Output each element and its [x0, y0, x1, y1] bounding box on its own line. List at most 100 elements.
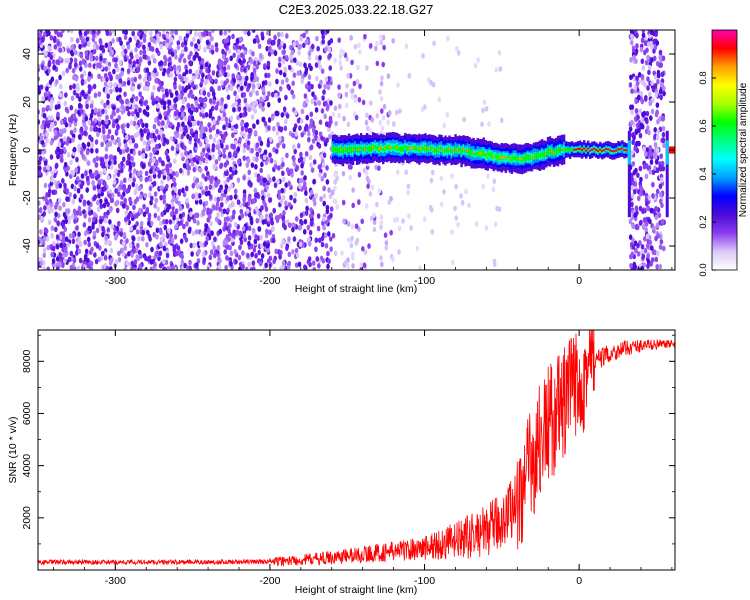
heatmap-cell: [261, 195, 265, 201]
heatmap-cell: [291, 222, 295, 228]
heatmap-cell: [165, 233, 170, 239]
heatmap-cell: [101, 108, 105, 115]
heatmap-cell: [104, 235, 108, 242]
heatmap-cell: [309, 144, 314, 150]
heatmap-cell: [162, 218, 166, 225]
heatmap-cell: [215, 46, 219, 53]
heatmap-cell: [225, 244, 229, 250]
heatmap-cell: [266, 39, 271, 45]
heatmap-cell: [272, 207, 277, 214]
heatmap-cell: [74, 167, 78, 173]
heatmap-cell: [165, 163, 170, 170]
heatmap-cell: [234, 259, 238, 265]
heatmap-cell: [85, 36, 90, 43]
heatmap-cell: [649, 245, 654, 251]
heatmap-cell: [251, 260, 256, 266]
heatmap-cell: [136, 67, 140, 73]
heatmap-cell: [165, 183, 169, 190]
heatmap-cell: [85, 175, 90, 182]
heatmap-cell: [56, 220, 60, 226]
heatmap-cell: [491, 186, 496, 193]
heatmap-cell: [386, 73, 391, 79]
heatmap-cell: [279, 249, 283, 256]
heatmap-cell: [199, 241, 203, 247]
heatmap-cell: [204, 223, 209, 230]
heatmap-cell: [250, 251, 255, 258]
heatmap-cell: [446, 147, 449, 153]
heatmap-cell: [132, 177, 137, 183]
heatmap-cell: [217, 85, 221, 92]
heatmap-cell: [287, 260, 292, 267]
heatmap-cell: [217, 187, 222, 194]
heatmap-cell: [627, 130, 631, 218]
heatmap-cell: [345, 83, 349, 89]
heatmap-cell: [44, 50, 48, 57]
heatmap-cell: [72, 266, 77, 270]
heatmap-cell: [97, 121, 102, 127]
heatmap-cell: [235, 44, 239, 50]
heatmap-cell: [233, 194, 238, 200]
heatmap-cell: [139, 169, 143, 176]
heatmap-cell: [132, 267, 137, 270]
heatmap-cell: [236, 199, 241, 205]
heatmap-cell: [193, 142, 198, 148]
heatmap-cell: [82, 199, 87, 206]
heatmap-cell: [279, 126, 284, 132]
heatmap-cell: [317, 164, 322, 170]
heatmap-cell: [191, 121, 196, 127]
heatmap-cell: [83, 239, 87, 246]
heatmap-cell: [407, 72, 412, 79]
heatmap-cell: [492, 178, 497, 184]
heatmap-cell: [434, 147, 437, 153]
heatmap-cell: [327, 187, 331, 193]
heatmap-cell: [353, 44, 358, 50]
heatmap-cell: [644, 200, 649, 207]
heatmap-cell: [124, 98, 129, 105]
heatmap-cell: [338, 53, 343, 60]
heatmap-cell: [201, 113, 206, 119]
heatmap-cell: [211, 91, 216, 97]
heatmap-cell: [86, 160, 91, 167]
heatmap-cell: [296, 70, 301, 76]
heatmap-cell: [70, 183, 75, 190]
heatmap-cell: [351, 202, 355, 209]
heatmap-cell: [283, 125, 288, 132]
heatmap-cell: [203, 102, 207, 109]
heatmap-cell: [625, 149, 628, 152]
heatmap-cell: [662, 85, 666, 92]
heatmap-cell: [135, 53, 139, 60]
heatmap-cell: [123, 34, 128, 41]
heatmap-cell: [89, 103, 94, 109]
heatmap-cell: [640, 244, 645, 250]
heatmap-cell: [316, 213, 321, 219]
heatmap-cell: [154, 143, 159, 150]
heatmap-cell: [124, 210, 129, 216]
heatmap-cell: [71, 232, 76, 239]
heatmap-cell: [91, 121, 96, 127]
heatmap-cell: [97, 116, 102, 123]
heatmap-cell: [658, 62, 662, 69]
heatmap-cell: [646, 165, 650, 171]
heatmap-cell: [58, 92, 63, 98]
heatmap-cell: [243, 49, 248, 56]
heatmap-cell: [91, 30, 96, 35]
heatmap-cell: [285, 33, 289, 39]
heatmap-cell: [77, 205, 82, 212]
heatmap-cell: [197, 56, 202, 62]
heatmap-cell: [587, 147, 590, 150]
heatmap-cell: [493, 221, 498, 228]
heatmap-cell: [198, 96, 203, 103]
heatmap-cell: [320, 68, 325, 74]
heatmap-cell: [53, 44, 58, 50]
heatmap-cell: [284, 204, 289, 211]
heatmap-cell: [125, 204, 130, 211]
heatmap-cell: [90, 136, 94, 143]
heatmap-cell: [647, 129, 651, 136]
heatmap-cell: [281, 176, 286, 183]
heatmap-cell: [176, 143, 180, 150]
heatmap-cell: [106, 93, 111, 100]
heatmap-cell: [152, 180, 157, 187]
heatmap-cell: [641, 224, 646, 230]
heatmap-cell: [68, 63, 72, 70]
heatmap-cell: [113, 159, 117, 165]
